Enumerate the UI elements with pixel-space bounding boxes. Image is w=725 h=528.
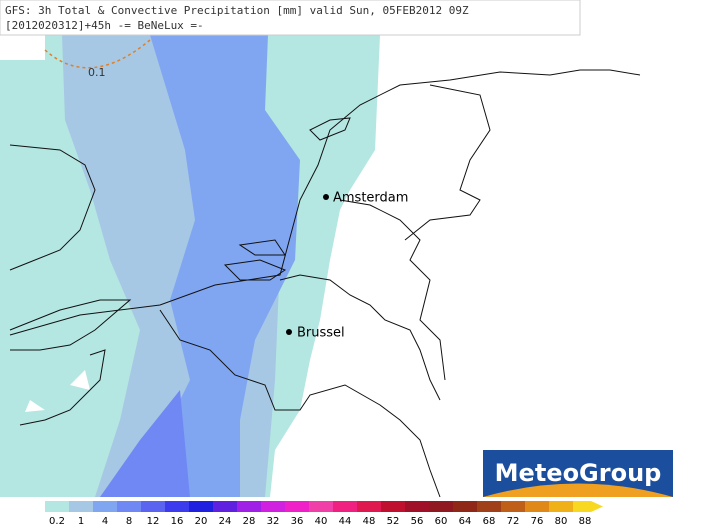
logo-text: MeteoGroup [495,459,662,487]
city-label: Amsterdam [333,191,408,206]
scale-swatch [525,501,549,512]
scale-swatch [453,501,477,512]
scale-label: 16 [171,516,184,527]
header-title: GFS: 3h Total & Convective Precipitation… [5,4,469,17]
scale-label: 32 [267,516,280,527]
scale-swatch [477,501,501,512]
scale-label: 36 [291,516,304,527]
scale-label: 8 [126,516,132,527]
coastline [9,144,96,271]
scale-label: 88 [579,516,592,527]
scale-label: 44 [339,516,352,527]
scale-swatch [165,501,189,512]
coastline [19,349,106,426]
scale-swatch [141,501,165,512]
header-subtitle: [2012020312]+45h -= BeNeLux =- [5,19,204,32]
logo-arc [483,483,673,497]
scale-label: 1 [78,516,84,527]
scale-swatch [45,501,69,512]
map-area: 0.1 Amsterdam Brussel [0,35,700,498]
island [223,239,287,281]
scale-swatch [213,501,237,512]
scale-label: 20 [195,516,208,527]
scale-label: 48 [363,516,376,527]
scale-swatch [381,501,405,512]
scale-swatch [69,501,93,512]
city-dot [323,194,329,200]
scale-label: 4 [102,516,108,527]
scale-swatch [357,501,381,512]
contour-label: 0.1 [88,66,106,79]
scale-swatch [405,501,429,512]
logo: MeteoGroup [483,450,673,497]
scale-arrow [573,501,603,512]
border-line [279,274,441,401]
city-dot [286,329,292,335]
coastline [9,69,641,336]
island [309,117,351,141]
scale-label: 24 [219,516,232,527]
scale-swatch [333,501,357,512]
scale-label: 72 [507,516,520,527]
scale-label: 56 [411,516,424,527]
scale-label: 76 [531,516,544,527]
scale-swatch [189,501,213,512]
city-label: Brussel [297,326,345,341]
scale-swatch [261,501,285,512]
scale-swatch [501,501,525,512]
header: GFS: 3h Total & Convective Precipitation… [0,0,581,36]
scale-label: 40 [315,516,328,527]
scale-swatch [117,501,141,512]
scale-swatch [429,501,453,512]
color-scale: 0.2 1 4 8 12 16 20 24 28 32 36 40 44 48 52 56 60 64 68 72 76… [45,501,603,527]
border-line [404,84,491,241]
land [270,35,700,497]
scale-label: 52 [387,516,400,527]
scale-swatch [549,501,573,512]
scale-label: 28 [243,516,256,527]
scale-swatch [93,501,117,512]
scale-swatch [237,501,261,512]
border-line [159,309,441,498]
scale-label: 12 [147,516,160,527]
land-fragment [25,370,90,412]
scale-label: 68 [483,516,496,527]
header-box [0,0,581,36]
scale-swatch [285,501,309,512]
border-line [339,199,446,381]
scale-swatch [309,501,333,512]
coastline [9,299,132,351]
scale-label: 0.2 [49,516,65,527]
precip-band-heavy [115,35,300,497]
scale-label: 60 [435,516,448,527]
precip-band-heaviest [100,390,190,497]
scale-label: 80 [555,516,568,527]
scale-label: 64 [459,516,472,527]
contour-line [44,39,151,69]
